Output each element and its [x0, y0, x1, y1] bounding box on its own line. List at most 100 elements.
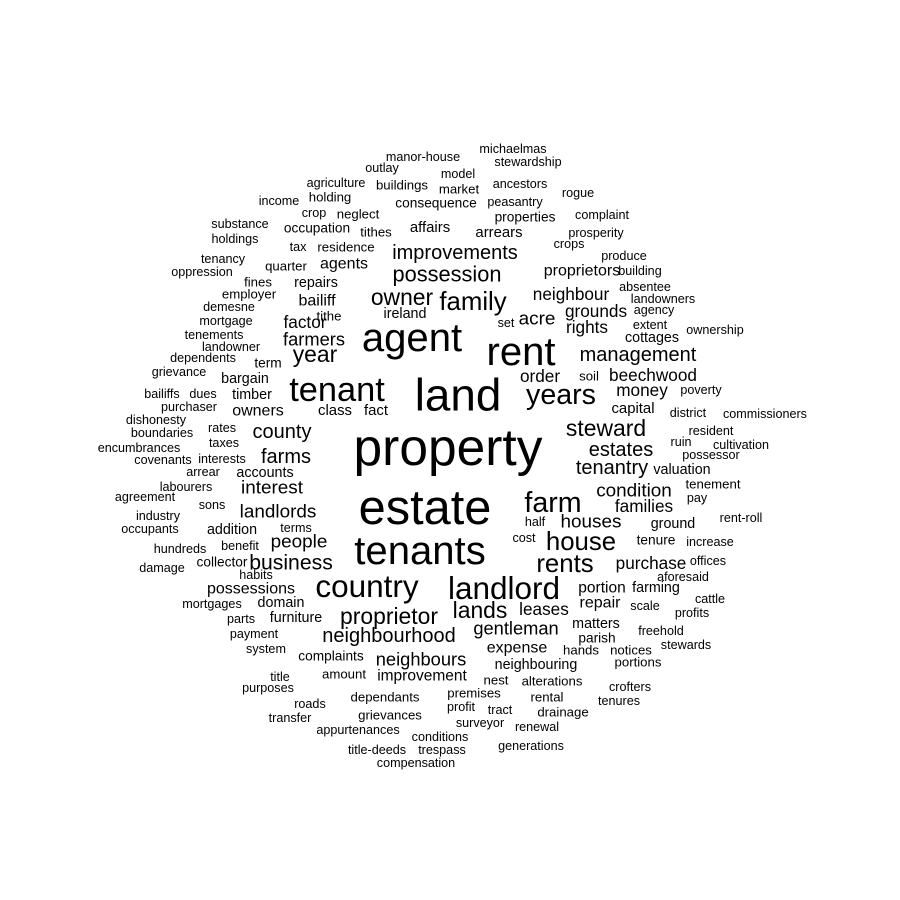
word-trespass: trespass [418, 743, 466, 757]
word-offices: offices [690, 554, 726, 568]
word-tax: tax [290, 240, 308, 254]
word-land: land [415, 370, 502, 421]
word-timber: timber [232, 387, 272, 403]
word-parts: parts [227, 612, 255, 626]
word-stewards: stewards [661, 638, 711, 652]
word-resident: resident [689, 424, 734, 438]
word-people: people [271, 532, 328, 553]
word-properties: properties [495, 210, 556, 225]
word-farmers: farmers [283, 329, 345, 350]
word-buildings: buildings [376, 178, 428, 193]
word-parish: parish [578, 631, 615, 646]
word-amount: amount [322, 667, 366, 682]
word-improvements: improvements [392, 242, 518, 264]
word-expense: expense [487, 640, 548, 657]
word-payment: payment [230, 627, 279, 641]
word-rent: rent [486, 330, 555, 374]
word-profit: profit [447, 700, 475, 714]
word-mortgages: mortgages [182, 597, 242, 611]
word-houses: houses [561, 512, 622, 533]
word-rent-roll: rent-roll [720, 511, 763, 525]
word-occupants: occupants [121, 522, 178, 536]
word-peasantry: peasantry [487, 195, 543, 209]
word-ireland: ireland [384, 306, 427, 322]
word-farms: farms [261, 446, 311, 468]
word-tenures: tenures [598, 694, 640, 708]
word-notices: notices [610, 643, 652, 658]
word-county: county [253, 421, 312, 443]
word-income: income [259, 194, 300, 208]
word-agreement: agreement [115, 490, 176, 504]
word-employer: employer [222, 287, 277, 302]
word-grievances: grievances [358, 708, 422, 723]
word-system: system [246, 642, 286, 656]
word-occupation: occupation [284, 221, 350, 236]
word-year: year [293, 341, 338, 367]
word-portions: portions [615, 655, 662, 670]
word-rogue: rogue [562, 186, 594, 200]
word-country: country [315, 568, 419, 604]
word-families: families [615, 496, 673, 516]
word-landlords: landlords [240, 502, 317, 523]
word-hundreds: hundreds [154, 542, 207, 556]
word-pay: pay [687, 491, 708, 505]
word-taxes: taxes [209, 436, 239, 450]
word-tithe: tithe [317, 309, 342, 324]
word-outlay: outlay [365, 161, 399, 175]
word-repairs: repairs [294, 275, 338, 291]
word-freehold: freehold [638, 624, 684, 638]
word-neighbourhood: neighbourhood [322, 625, 455, 647]
word-alterations: alterations [522, 674, 583, 689]
word-oppression: oppression [171, 265, 233, 279]
word-manor-house: manor-house [386, 150, 460, 164]
word-estate: estate [359, 481, 492, 535]
word-michaelmas: michaelmas [479, 142, 546, 156]
word-valuation: valuation [653, 462, 710, 478]
word-crop: crop [302, 206, 327, 220]
word-lands: lands [453, 597, 508, 623]
word-fact: fact [364, 403, 389, 419]
word-boundaries: boundaries [131, 426, 193, 440]
word-consequence: consequence [395, 196, 476, 211]
word-conditions: conditions [412, 730, 469, 744]
word-fines: fines [244, 275, 272, 290]
word-complaints: complaints [298, 649, 364, 664]
word-profits: profits [675, 606, 709, 620]
word-scale: scale [630, 599, 659, 613]
word-substance: substance [211, 217, 268, 231]
word-title-deeds: title-deeds [348, 743, 406, 757]
word-possessions: possessions [207, 581, 295, 598]
word-commissioners: commissioners [723, 407, 807, 421]
word-arrears: arrears [475, 225, 522, 241]
word-encumbrances: encumbrances [98, 441, 181, 455]
word-soil: soil [579, 369, 599, 384]
word-collector: collector [197, 555, 248, 570]
word-industry: industry [136, 509, 181, 523]
word-prosperity: prosperity [568, 226, 624, 240]
word-family: family [439, 288, 506, 316]
word-ground: ground [651, 516, 696, 532]
word-tract: tract [488, 703, 513, 717]
word-improvement: improvement [377, 668, 467, 685]
word-terms: terms [280, 521, 311, 535]
word-mortgage: mortgage [199, 314, 252, 328]
word-crofters: crofters [609, 680, 651, 694]
word-extent: extent [633, 318, 668, 332]
word-possession: possession [392, 262, 501, 287]
word-beechwood: beechwood [609, 365, 697, 385]
word-house: house [546, 528, 616, 556]
word-order: order [520, 366, 560, 386]
word-tenantry: tenantry [576, 457, 648, 479]
word-tenancy: tenancy [201, 252, 246, 266]
word-dependants: dependants [351, 690, 420, 705]
word-neighbour: neighbour [533, 284, 610, 304]
word-affairs: affairs [410, 220, 450, 236]
word-produce: produce [601, 249, 647, 263]
word-landowner: landowner [202, 340, 260, 354]
word-owner: owner [371, 284, 434, 310]
word-farming: farming [632, 580, 680, 596]
word-tithes: tithes [360, 225, 392, 240]
word-neglect: neglect [337, 207, 380, 222]
word-appurtenances: appurtenances [316, 723, 399, 737]
word-cultivation: cultivation [713, 438, 769, 452]
